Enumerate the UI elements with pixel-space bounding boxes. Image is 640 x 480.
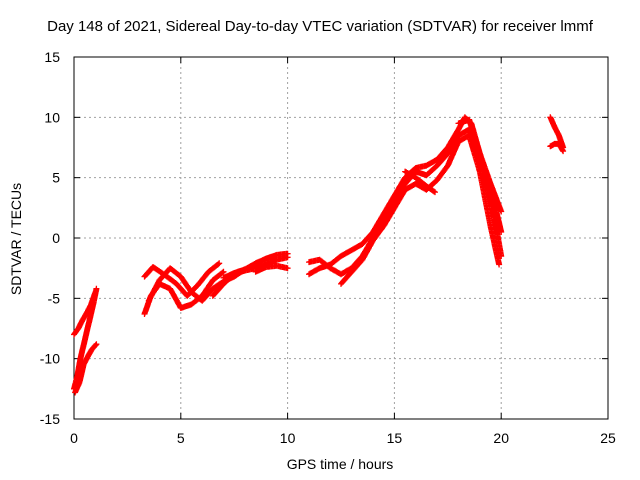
y-tick-label: 5 (52, 170, 60, 186)
y-tick-label: -5 (48, 290, 61, 306)
series-arc-2d (209, 254, 291, 299)
series-arc-1a (71, 285, 100, 392)
grid (74, 57, 608, 419)
x-tick-labels: 0 5 10 15 20 25 (70, 430, 616, 446)
data-point-markers (71, 289, 99, 338)
x-axis-label: GPS time / hours (286, 456, 394, 472)
data-point-markers (209, 254, 291, 299)
data-point-markers (402, 168, 438, 196)
data-point-markers (455, 116, 505, 215)
series-arc-2b (141, 260, 223, 299)
data-point-markers (252, 262, 291, 275)
series-arc-3d (402, 168, 438, 196)
x-tick-label: 5 (177, 430, 185, 446)
y-tick-labels: -15 -10 -5 0 5 10 15 (40, 49, 60, 427)
x-tick-label: 25 (600, 430, 616, 446)
data-point-markers (547, 140, 567, 155)
data-point-markers (72, 341, 100, 396)
data-point-markers (220, 250, 291, 281)
y-axis-label: SDTVAR / TECUs (8, 182, 24, 296)
data-point-markers (141, 260, 223, 299)
data-point-markers (71, 285, 100, 392)
data-point-markers (338, 132, 503, 287)
x-tick-label: 0 (70, 430, 78, 446)
data-points (71, 114, 567, 396)
x-tick-label: 20 (493, 430, 509, 446)
axis-ticks (73, 56, 609, 420)
x-tick-label: 10 (280, 430, 296, 446)
series-arc-4b (547, 140, 567, 155)
chart-title: Day 148 of 2021, Sidereal Day-to-day VTE… (47, 18, 593, 35)
series-arc-3e (455, 116, 505, 215)
series-arc-1c (72, 341, 100, 396)
series-arc-3c (338, 132, 503, 287)
y-tick-label: 0 (52, 230, 60, 246)
y-tick-label: 10 (44, 109, 60, 125)
series-arc-1b (71, 289, 99, 338)
y-tick-label: 15 (44, 49, 60, 65)
series-arc-2f (252, 262, 291, 275)
y-tick-label: -10 (40, 351, 60, 367)
y-tick-label: -15 (40, 411, 60, 427)
series-arc-2e (220, 250, 291, 281)
x-tick-label: 15 (387, 430, 403, 446)
